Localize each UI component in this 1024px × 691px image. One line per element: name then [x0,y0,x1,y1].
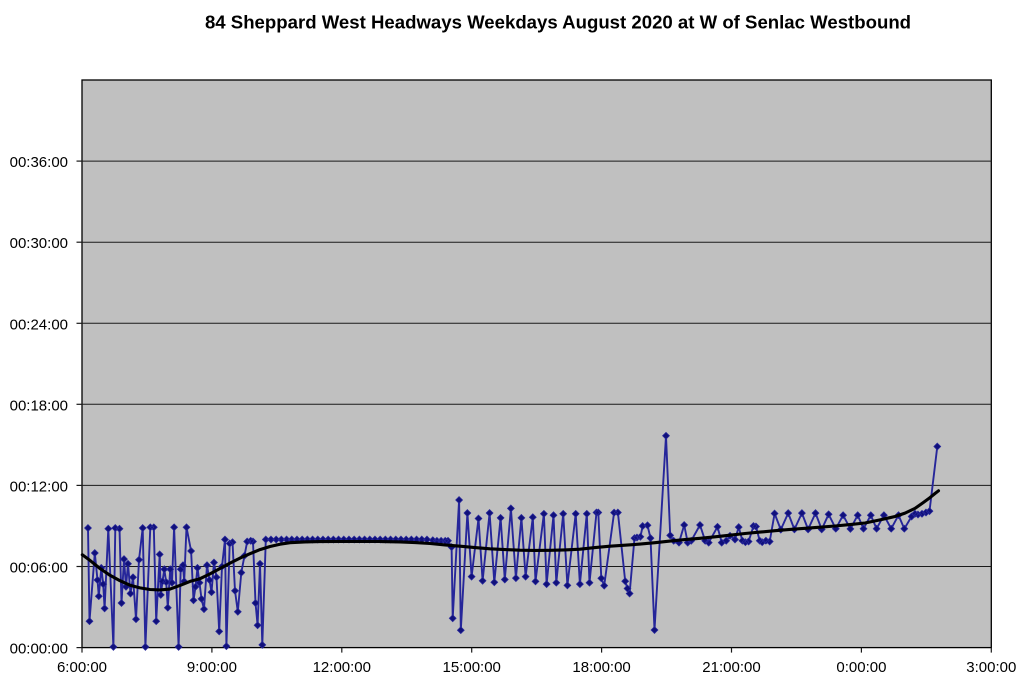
svg-text:9:00:00: 9:00:00 [187,659,237,676]
svg-text:21:00:00: 21:00:00 [702,659,760,676]
svg-text:00:06:00: 00:06:00 [10,560,68,577]
svg-text:12:00:00: 12:00:00 [313,659,371,676]
svg-text:00:24:00: 00:24:00 [10,316,68,333]
svg-text:00:30:00: 00:30:00 [10,235,68,252]
svg-text:00:36:00: 00:36:00 [10,154,68,171]
svg-text:00:12:00: 00:12:00 [10,478,68,495]
svg-text:18:00:00: 18:00:00 [572,659,630,676]
svg-text:3:00:00: 3:00:00 [966,659,1016,676]
svg-text:00:18:00: 00:18:00 [10,397,68,414]
svg-text:84 Sheppard West Headways Week: 84 Sheppard West Headways Weekdays Augus… [205,12,911,33]
svg-text:15:00:00: 15:00:00 [443,659,501,676]
svg-text:6:00:00: 6:00:00 [57,659,107,676]
svg-text:0:00:00: 0:00:00 [836,659,886,676]
svg-text:00:00:00: 00:00:00 [10,641,68,658]
